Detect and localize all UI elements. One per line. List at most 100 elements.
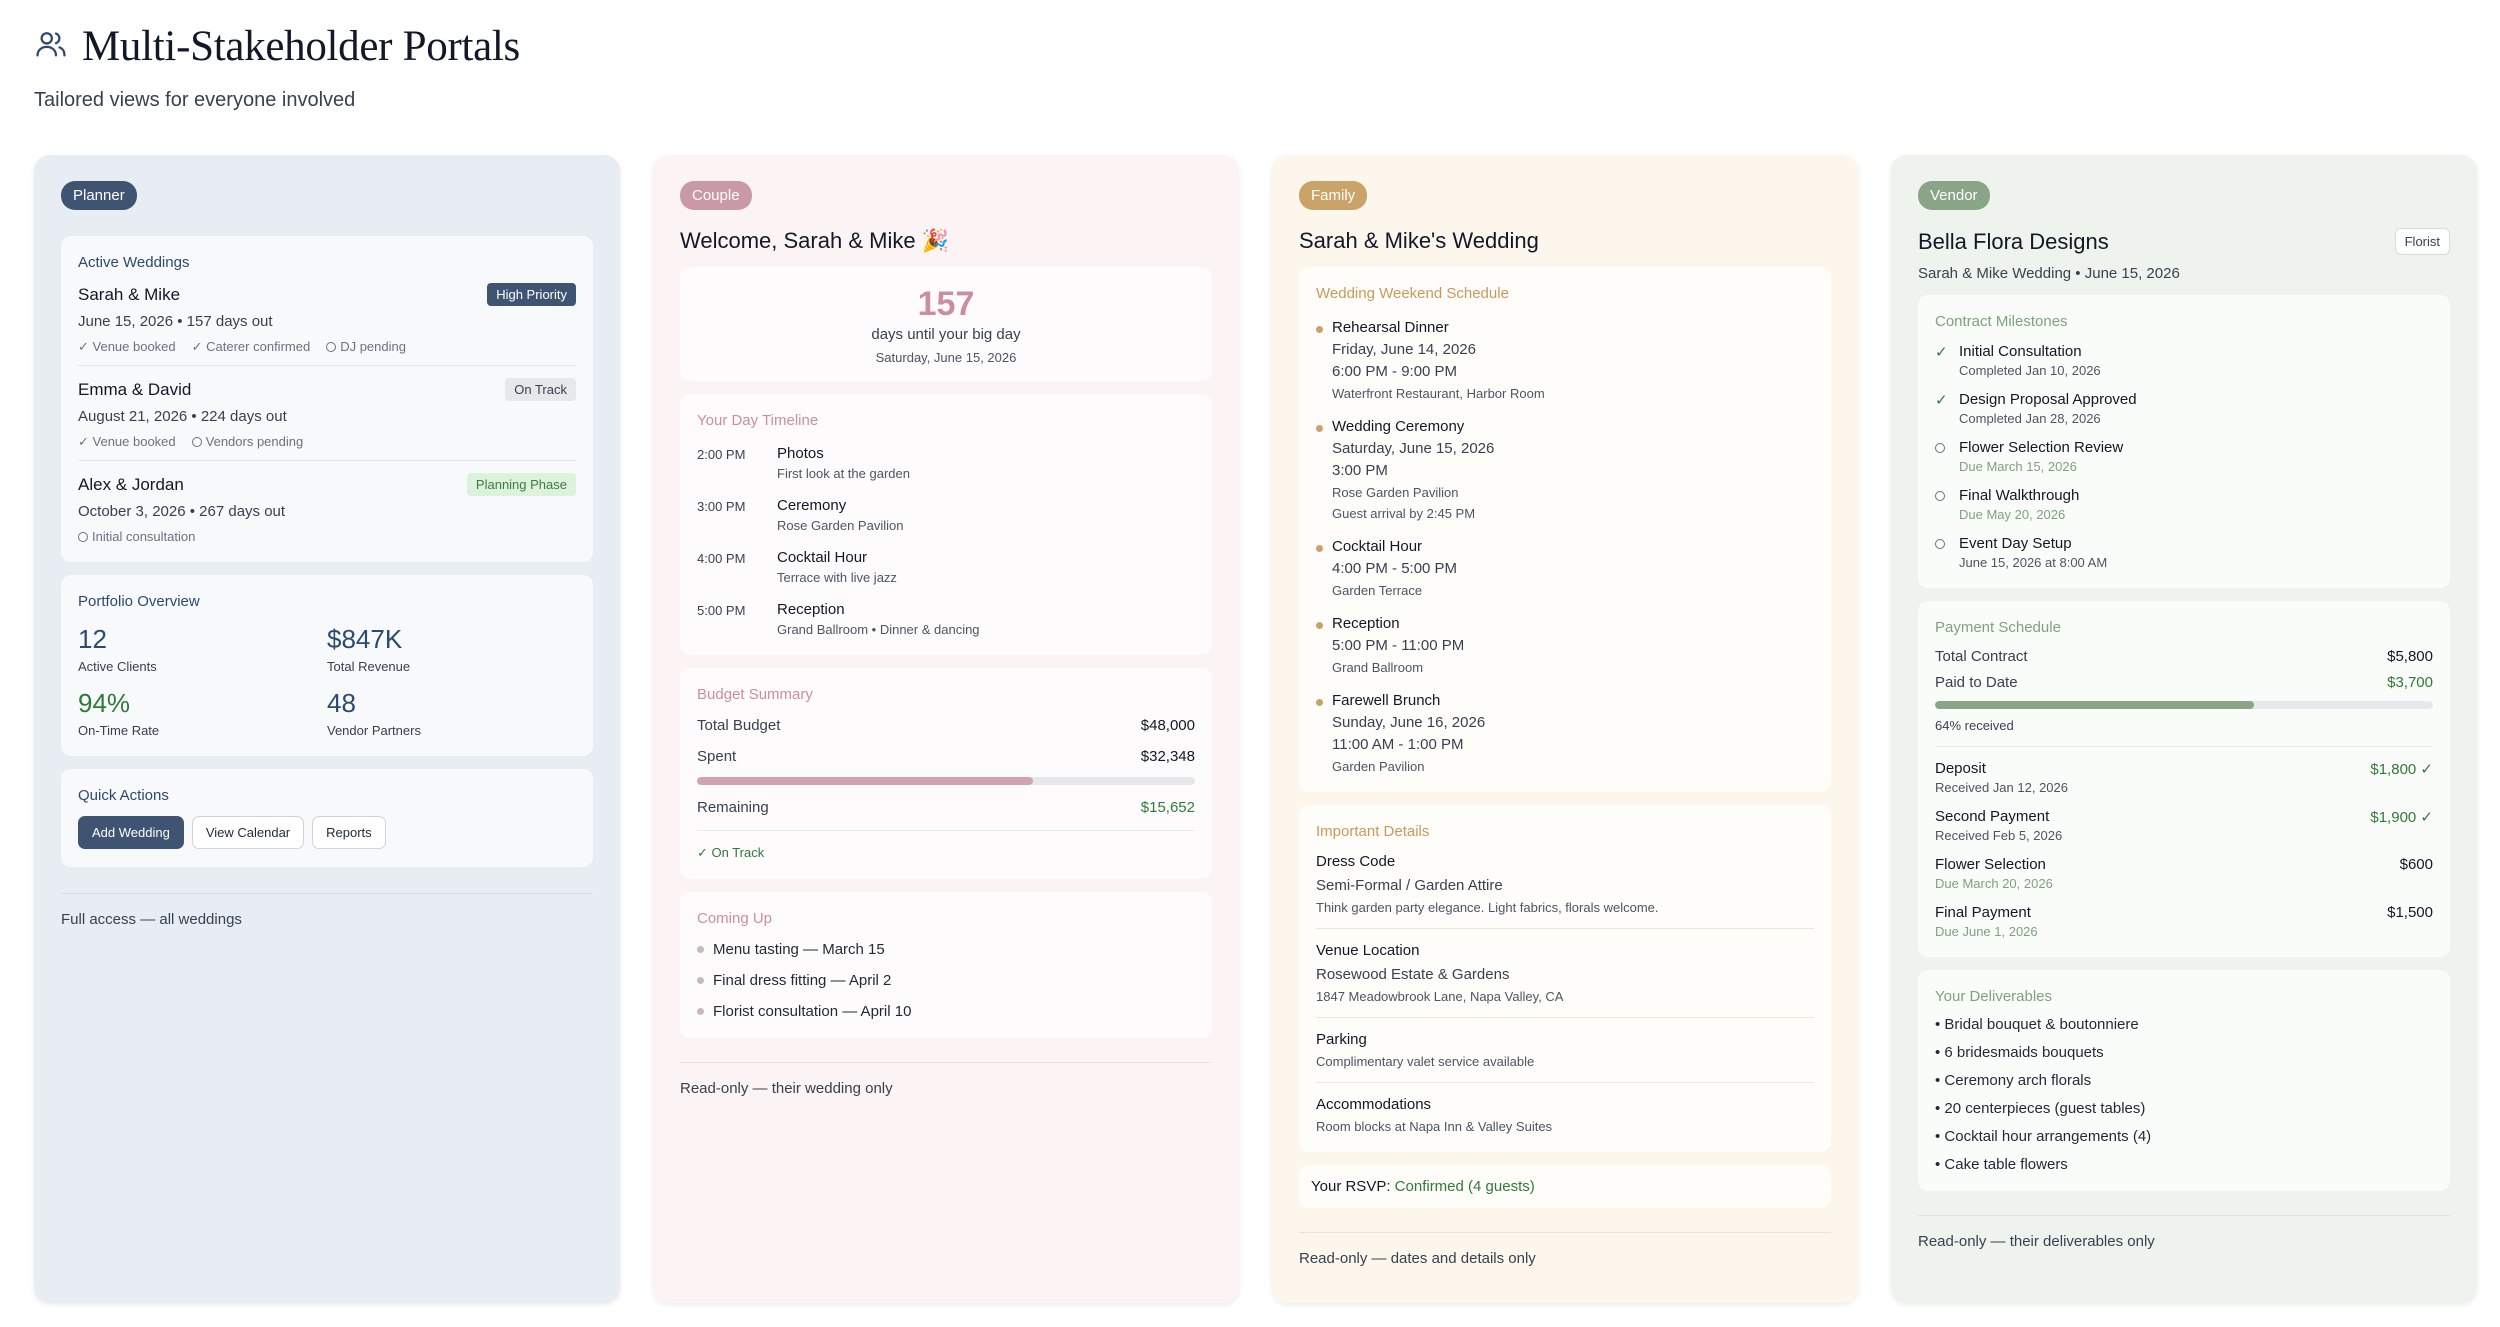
active-weddings-card: Active Weddings Sarah & Mike High Priorit…	[61, 236, 593, 562]
milestone-name: Design Proposal Approved	[1959, 391, 2137, 408]
detail-item: Parking Complimentary valet service avail…	[1316, 1018, 1814, 1083]
event-location: Rose Garden Pavilion	[1332, 485, 1459, 500]
timeline-body: Reception Grand Ballroom • Dinner & danci…	[777, 601, 980, 637]
portfolio-card: Portfolio Overview 12 Active Clients $847K…	[61, 575, 593, 756]
event-time: 3:00 PM	[1332, 462, 1388, 479]
vendor-badge: Vendor	[1918, 181, 1990, 210]
payment-title: Payment Schedule	[1935, 619, 2061, 636]
countdown-date: Saturday, June 15, 2026	[875, 350, 1017, 365]
stat: $847K Total Revenue	[327, 624, 576, 674]
bullet-icon	[697, 1008, 704, 1015]
payment-card: Payment Schedule Total Contract $5,800 Pa…	[1918, 601, 2450, 957]
wedding-tag-text: Initial consultation	[92, 529, 196, 544]
wedding-status-badge: Planning Phase	[466, 473, 576, 496]
wedding-row[interactable]: Alex & Jordan Planning Phase October 3, 20…	[78, 461, 576, 544]
vendor-portal: Vendor Bella Flora Designs Florist Sarah…	[1891, 155, 2477, 1303]
schedule-event: Wedding Ceremony Saturday, June 15, 2026 3…	[1316, 418, 1814, 521]
quick-actions-title: Quick Actions	[78, 787, 169, 804]
vendor-heading: Bella Flora Designs	[1918, 228, 2109, 254]
payment-progress-fill	[1935, 701, 2254, 709]
wedding-name: Alex & Jordan	[78, 474, 184, 494]
milestone-body: Final Walkthrough Due May 20, 2026	[1959, 487, 2079, 522]
event-location: Grand Ballroom	[1332, 660, 1424, 675]
stat-value: 94%	[78, 688, 131, 718]
event-time: 6:00 PM - 9:00 PM	[1332, 363, 1458, 380]
installment-amount: $1,800 ✓	[2370, 761, 2433, 778]
check-icon: ✓	[1935, 392, 1948, 409]
installment-date: Due March 20, 2026	[1935, 876, 2053, 891]
timeline-time: 4:00 PM	[697, 551, 746, 566]
deliverable-item: • Cake table flowers	[1935, 1156, 2068, 1173]
reports-button[interactable]: Reports	[312, 816, 386, 849]
event-name: Wedding Ceremony	[1332, 418, 1465, 435]
circle-icon	[1935, 535, 1959, 570]
wedding-row[interactable]: Emma & David On Track August 21, 2026 • 22…	[78, 366, 576, 461]
milestone-date: June 15, 2026 at 8:00 AM	[1959, 555, 2108, 570]
wedding-tag: ✓ Caterer confirmed	[192, 339, 311, 355]
installment-row: Deposit Received Jan 12, 2026 $1,800 ✓	[1935, 760, 2433, 795]
wedding-date: October 3, 2026 • 267 days out	[78, 503, 286, 520]
stat-label: Vendor Partners	[327, 723, 421, 738]
timeline-body: Ceremony Rose Garden Pavilion	[777, 497, 903, 533]
bullet-icon	[1316, 425, 1323, 432]
countdown-card: 157 days until your big day Saturday, Ju…	[680, 267, 1212, 381]
schedule-title: Wedding Weekend Schedule	[1316, 285, 1509, 302]
stat: 94% On-Time Rate	[78, 688, 327, 738]
bullet-icon	[1316, 326, 1323, 333]
empty-circle	[1935, 539, 1945, 549]
detail-value: Rosewood Estate & Gardens	[1316, 966, 1510, 983]
timeline-card: Your Day Timeline 2:00 PM Photos First loo…	[680, 394, 1212, 655]
milestone-name: Final Walkthrough	[1959, 487, 2080, 504]
deliverable-item: • Ceremony arch florals	[1935, 1072, 2092, 1089]
planner-portal: Planner Active Weddings Sarah & Mike High…	[34, 155, 620, 1303]
event-name: Cocktail Hour	[1332, 538, 1423, 555]
wedding-tag-text: ✓ Caterer confirmed	[191, 339, 311, 354]
detail-note: 1847 Meadowbrook Lane, Napa Valley, CA	[1316, 989, 1564, 1004]
wedding-tag-text: DJ pending	[340, 339, 406, 354]
event-name: Rehearsal Dinner	[1332, 319, 1449, 336]
stat-value: 48	[327, 688, 356, 718]
empty-circle	[1935, 443, 1945, 453]
wedding-status-badge: On Track	[505, 378, 576, 401]
detail-label: Accommodations	[1316, 1096, 1432, 1113]
circle-icon	[1935, 439, 1959, 474]
wedding-tags: ✓ Venue booked Vendors pending	[78, 434, 576, 450]
event-location: Waterfront Restaurant, Harbor Room	[1332, 386, 1545, 401]
milestone-name: Flower Selection Review	[1959, 439, 2124, 456]
milestone-date: Completed Jan 10, 2026	[1959, 363, 2101, 378]
total-budget-label: Total Budget	[697, 717, 781, 734]
timeline-body: Photos First look at the garden	[777, 445, 910, 481]
view-calendar-button[interactable]: View Calendar	[191, 816, 305, 849]
paid-value: $3,700	[2387, 674, 2433, 691]
timeline-name: Reception	[777, 601, 845, 618]
milestone-item: ✓ Initial Consultation Completed Jan 10, 2…	[1935, 343, 2433, 378]
schedule-event: Cocktail Hour 4:00 PM - 5:00 PM Garden Ter…	[1316, 538, 1814, 598]
remaining-label: Remaining	[697, 799, 769, 816]
installment-date: Received Jan 12, 2026	[1935, 780, 2068, 795]
active-weddings-title: Active Weddings	[78, 254, 190, 271]
total-budget-value: $48,000	[1140, 717, 1195, 734]
milestone-item: Final Walkthrough Due May 20, 2026	[1935, 487, 2433, 522]
countdown-number: 157	[917, 285, 975, 323]
page-title: Multi-Stakeholder Portals	[82, 23, 520, 70]
timeline-name: Cocktail Hour	[777, 549, 868, 566]
detail-item: Dress Code Semi-Formal / Garden Attire Thi…	[1316, 840, 1814, 929]
spent-label: Spent	[697, 748, 737, 765]
wedding-tag-text: ✓ Venue booked	[78, 434, 176, 449]
milestone-item: Event Day Setup June 15, 2026 at 8:00 AM	[1935, 535, 2433, 570]
detail-label: Dress Code	[1316, 853, 1396, 870]
installment-amount: $1,900 ✓	[2370, 809, 2433, 826]
event-name: Farewell Brunch	[1332, 692, 1441, 709]
timeline-title: Your Day Timeline	[697, 412, 819, 429]
timeline-desc: First look at the garden	[777, 466, 910, 481]
add-wedding-button[interactable]: Add Wedding	[78, 816, 184, 849]
circle-icon	[1935, 487, 1959, 522]
timeline-item: 2:00 PM Photos First look at the garden	[697, 445, 1195, 481]
installment-body: Second Payment Received Feb 5, 2026	[1935, 808, 2062, 843]
wedding-row[interactable]: Sarah & Mike High Priority June 15, 2026 •…	[78, 271, 576, 366]
bullet-icon	[1316, 545, 1323, 552]
schedule-event: Rehearsal Dinner Friday, June 14, 2026 6:0…	[1316, 319, 1814, 401]
wedding-tag: Initial consultation	[78, 529, 195, 544]
bullet-icon	[697, 946, 704, 953]
milestone-body: Initial Consultation Completed Jan 10, 20…	[1959, 343, 2101, 378]
